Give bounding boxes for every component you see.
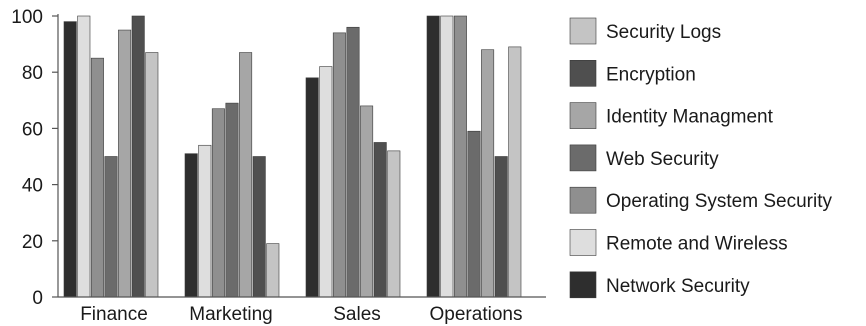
bar-marketing-security-logs	[267, 244, 279, 297]
y-tick-label: 0	[32, 288, 43, 309]
legend-label: Identity Managment	[606, 107, 774, 128]
bar-sales-remote-and-wireless	[320, 67, 332, 297]
legend-swatch	[570, 60, 596, 86]
bar-finance-network-security	[64, 22, 76, 297]
bar-finance-encryption	[132, 16, 144, 297]
legend-label: Security Logs	[606, 22, 721, 43]
y-tick-label: 80	[22, 63, 43, 84]
x-category-label-operations: Operations	[430, 304, 523, 325]
bar-marketing-web-security	[226, 103, 238, 297]
legend-swatch	[570, 18, 596, 44]
legend-swatch	[570, 103, 596, 129]
bar-marketing-encryption	[253, 157, 265, 298]
bar-sales-identity-managment	[360, 106, 372, 297]
bar-marketing-identity-managment	[239, 53, 251, 297]
y-tick-label: 60	[22, 119, 43, 140]
legend-swatch	[570, 145, 596, 171]
x-category-label-sales: Sales	[333, 304, 381, 325]
bar-marketing-operating-system-security	[212, 109, 224, 297]
bar-operations-security-logs	[509, 47, 521, 297]
legend-label: Network Security	[606, 276, 750, 297]
bar-operations-encryption	[495, 157, 507, 298]
bar-finance-remote-and-wireless	[78, 16, 90, 297]
y-tick-labels: 0 20 40 60 80 100	[11, 7, 58, 309]
bar-operations-remote-and-wireless	[441, 16, 453, 297]
bar-finance-identity-managment	[118, 30, 130, 297]
legend-item-network-security: Network Security	[570, 272, 750, 298]
legend-item-encryption: Encryption	[570, 60, 696, 86]
legend-label: Remote and Wireless	[606, 234, 788, 255]
bar-finance-web-security	[105, 157, 117, 298]
bar-sales-network-security	[306, 78, 318, 297]
legend-item-operating-system-security: Operating System Security	[570, 187, 832, 213]
legend-item-web-security: Web Security	[570, 145, 719, 171]
bar-operations-web-security	[468, 131, 480, 297]
x-category-labels: Finance Marketing Sales Operations	[80, 304, 522, 325]
legend-item-security-logs: Security Logs	[570, 18, 721, 44]
legend: Security Logs Encryption Identity Managmen…	[570, 18, 832, 298]
bar-sales-security-logs	[388, 151, 400, 297]
y-tick-label: 40	[22, 176, 43, 197]
bar-operations-network-security	[427, 16, 439, 297]
legend-label: Operating System Security	[606, 191, 832, 212]
bar-sales-encryption	[374, 142, 386, 297]
bar-sales-web-security	[347, 27, 359, 297]
bar-marketing-remote-and-wireless	[199, 145, 211, 297]
legend-swatch	[570, 187, 596, 213]
bar-marketing-network-security	[185, 154, 197, 297]
y-tick-label: 20	[22, 232, 43, 253]
x-category-label-marketing: Marketing	[189, 304, 272, 325]
bars-group	[64, 16, 521, 297]
legend-label: Encryption	[606, 64, 696, 85]
bar-operations-identity-managment	[481, 50, 493, 297]
x-category-label-finance: Finance	[80, 304, 148, 325]
bar-finance-security-logs	[146, 53, 158, 297]
bar-operations-operating-system-security	[454, 16, 466, 297]
bar-sales-operating-system-security	[333, 33, 345, 297]
legend-label: Web Security	[606, 149, 719, 170]
y-tick-label: 100	[11, 7, 43, 28]
legend-item-remote-and-wireless: Remote and Wireless	[570, 230, 788, 256]
legend-swatch	[570, 272, 596, 298]
bar-finance-operating-system-security	[91, 58, 103, 297]
legend-swatch	[570, 230, 596, 256]
legend-item-identity-managment: Identity Managment	[570, 103, 774, 129]
